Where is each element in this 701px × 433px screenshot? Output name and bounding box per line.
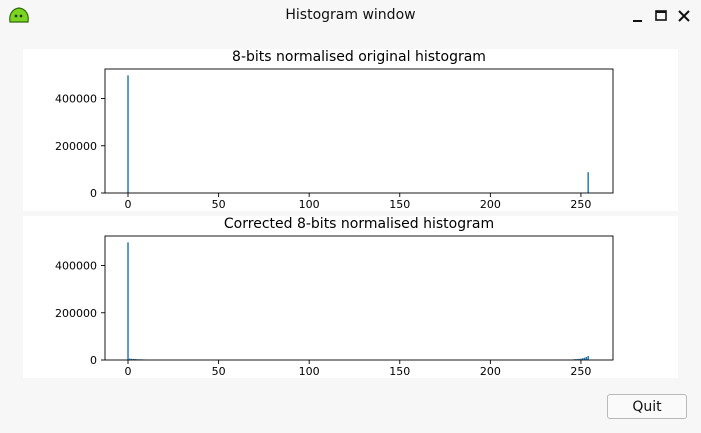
histogram-bar	[587, 172, 589, 193]
app-icon	[8, 6, 30, 24]
x-tick-label: 50	[212, 365, 226, 378]
original-histogram-panel: 8-bits normalised original histogram 0 50 1…	[23, 49, 678, 211]
y-tick-label: 400000	[55, 260, 97, 273]
histogram-bar	[127, 75, 129, 193]
x-tick-label: 0	[125, 365, 132, 378]
histogram-bar	[587, 355, 589, 360]
chart-title: 8-bits normalised original histogram	[232, 49, 486, 65]
y-tick-label: 0	[90, 354, 97, 367]
axes-frame	[104, 68, 614, 194]
histogram-bar	[578, 358, 580, 360]
histogram-bar	[582, 358, 584, 360]
x-tick-label: 250	[570, 198, 591, 211]
x-tick-label: 150	[389, 198, 410, 211]
histogram-bar	[129, 358, 131, 360]
original-histogram-chart: 8-bits normalised original histogram 0 50 1…	[55, 49, 614, 211]
histogram-bar	[576, 359, 579, 360]
histogram-bar	[134, 359, 136, 360]
maximize-icon[interactable]	[653, 8, 669, 24]
x-tick-label: 250	[570, 365, 591, 378]
y-tick-label: 0	[90, 187, 97, 200]
window-title: Histogram window	[285, 7, 416, 23]
close-icon[interactable]	[676, 8, 692, 24]
corrected-histogram-chart: Corrected 8-bits normalised histogram 0 50…	[55, 216, 614, 378]
y-tick-label: 400000	[55, 93, 97, 106]
x-tick-label: 100	[299, 365, 320, 378]
histogram-bar	[130, 358, 133, 360]
histogram-bar	[583, 357, 586, 360]
chart-title: Corrected 8-bits normalised histogram	[224, 216, 494, 232]
x-tick-label: 100	[299, 198, 320, 211]
histogram-bar	[580, 358, 582, 360]
x-tick-label: 200	[480, 365, 501, 378]
minimize-icon[interactable]	[630, 8, 646, 24]
axes-frame	[104, 235, 614, 361]
y-tick-label: 200000	[55, 140, 97, 153]
title-bar: Histogram window	[0, 0, 701, 32]
histogram-bar	[585, 356, 588, 360]
histogram-bar	[132, 358, 135, 360]
x-tick-label: 150	[389, 365, 410, 378]
quit-button[interactable]: Quit	[607, 394, 687, 419]
y-tick-label: 200000	[55, 307, 97, 320]
x-tick-label: 200	[480, 198, 501, 211]
corrected-histogram-panel: Corrected 8-bits normalised histogram 0 50…	[23, 216, 678, 378]
x-tick-label: 50	[212, 198, 226, 211]
histogram-bar	[127, 242, 129, 360]
x-tick-label: 0	[125, 198, 132, 211]
